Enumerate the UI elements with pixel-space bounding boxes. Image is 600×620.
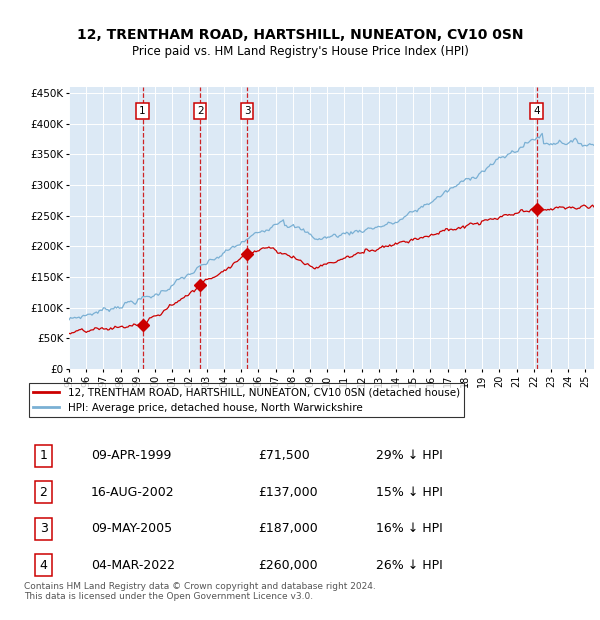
Text: £137,000: £137,000	[259, 486, 318, 498]
Text: 2: 2	[197, 107, 203, 117]
Legend: 12, TRENTHAM ROAD, HARTSHILL, NUNEATON, CV10 0SN (detached house), HPI: Average : 12, TRENTHAM ROAD, HARTSHILL, NUNEATON, …	[29, 383, 464, 417]
Text: £260,000: £260,000	[259, 559, 318, 572]
Text: £187,000: £187,000	[259, 522, 318, 535]
Text: £71,500: £71,500	[259, 450, 310, 463]
Text: 2: 2	[40, 486, 47, 498]
Text: Price paid vs. HM Land Registry's House Price Index (HPI): Price paid vs. HM Land Registry's House …	[131, 45, 469, 58]
Text: 1: 1	[139, 107, 146, 117]
Text: Contains HM Land Registry data © Crown copyright and database right 2024.
This d: Contains HM Land Registry data © Crown c…	[24, 582, 376, 601]
Text: 4: 4	[40, 559, 47, 572]
Text: 09-APR-1999: 09-APR-1999	[91, 450, 172, 463]
Text: 15% ↓ HPI: 15% ↓ HPI	[376, 486, 442, 498]
Text: 4: 4	[533, 107, 540, 117]
Text: 26% ↓ HPI: 26% ↓ HPI	[376, 559, 442, 572]
Text: 16% ↓ HPI: 16% ↓ HPI	[376, 522, 442, 535]
Text: 3: 3	[244, 107, 250, 117]
Text: 16-AUG-2002: 16-AUG-2002	[91, 486, 175, 498]
Text: 1: 1	[40, 450, 47, 463]
Text: 09-MAY-2005: 09-MAY-2005	[91, 522, 172, 535]
Text: 12, TRENTHAM ROAD, HARTSHILL, NUNEATON, CV10 0SN: 12, TRENTHAM ROAD, HARTSHILL, NUNEATON, …	[77, 28, 523, 42]
Text: 29% ↓ HPI: 29% ↓ HPI	[376, 450, 442, 463]
Text: 04-MAR-2022: 04-MAR-2022	[91, 559, 175, 572]
Text: 3: 3	[40, 522, 47, 535]
